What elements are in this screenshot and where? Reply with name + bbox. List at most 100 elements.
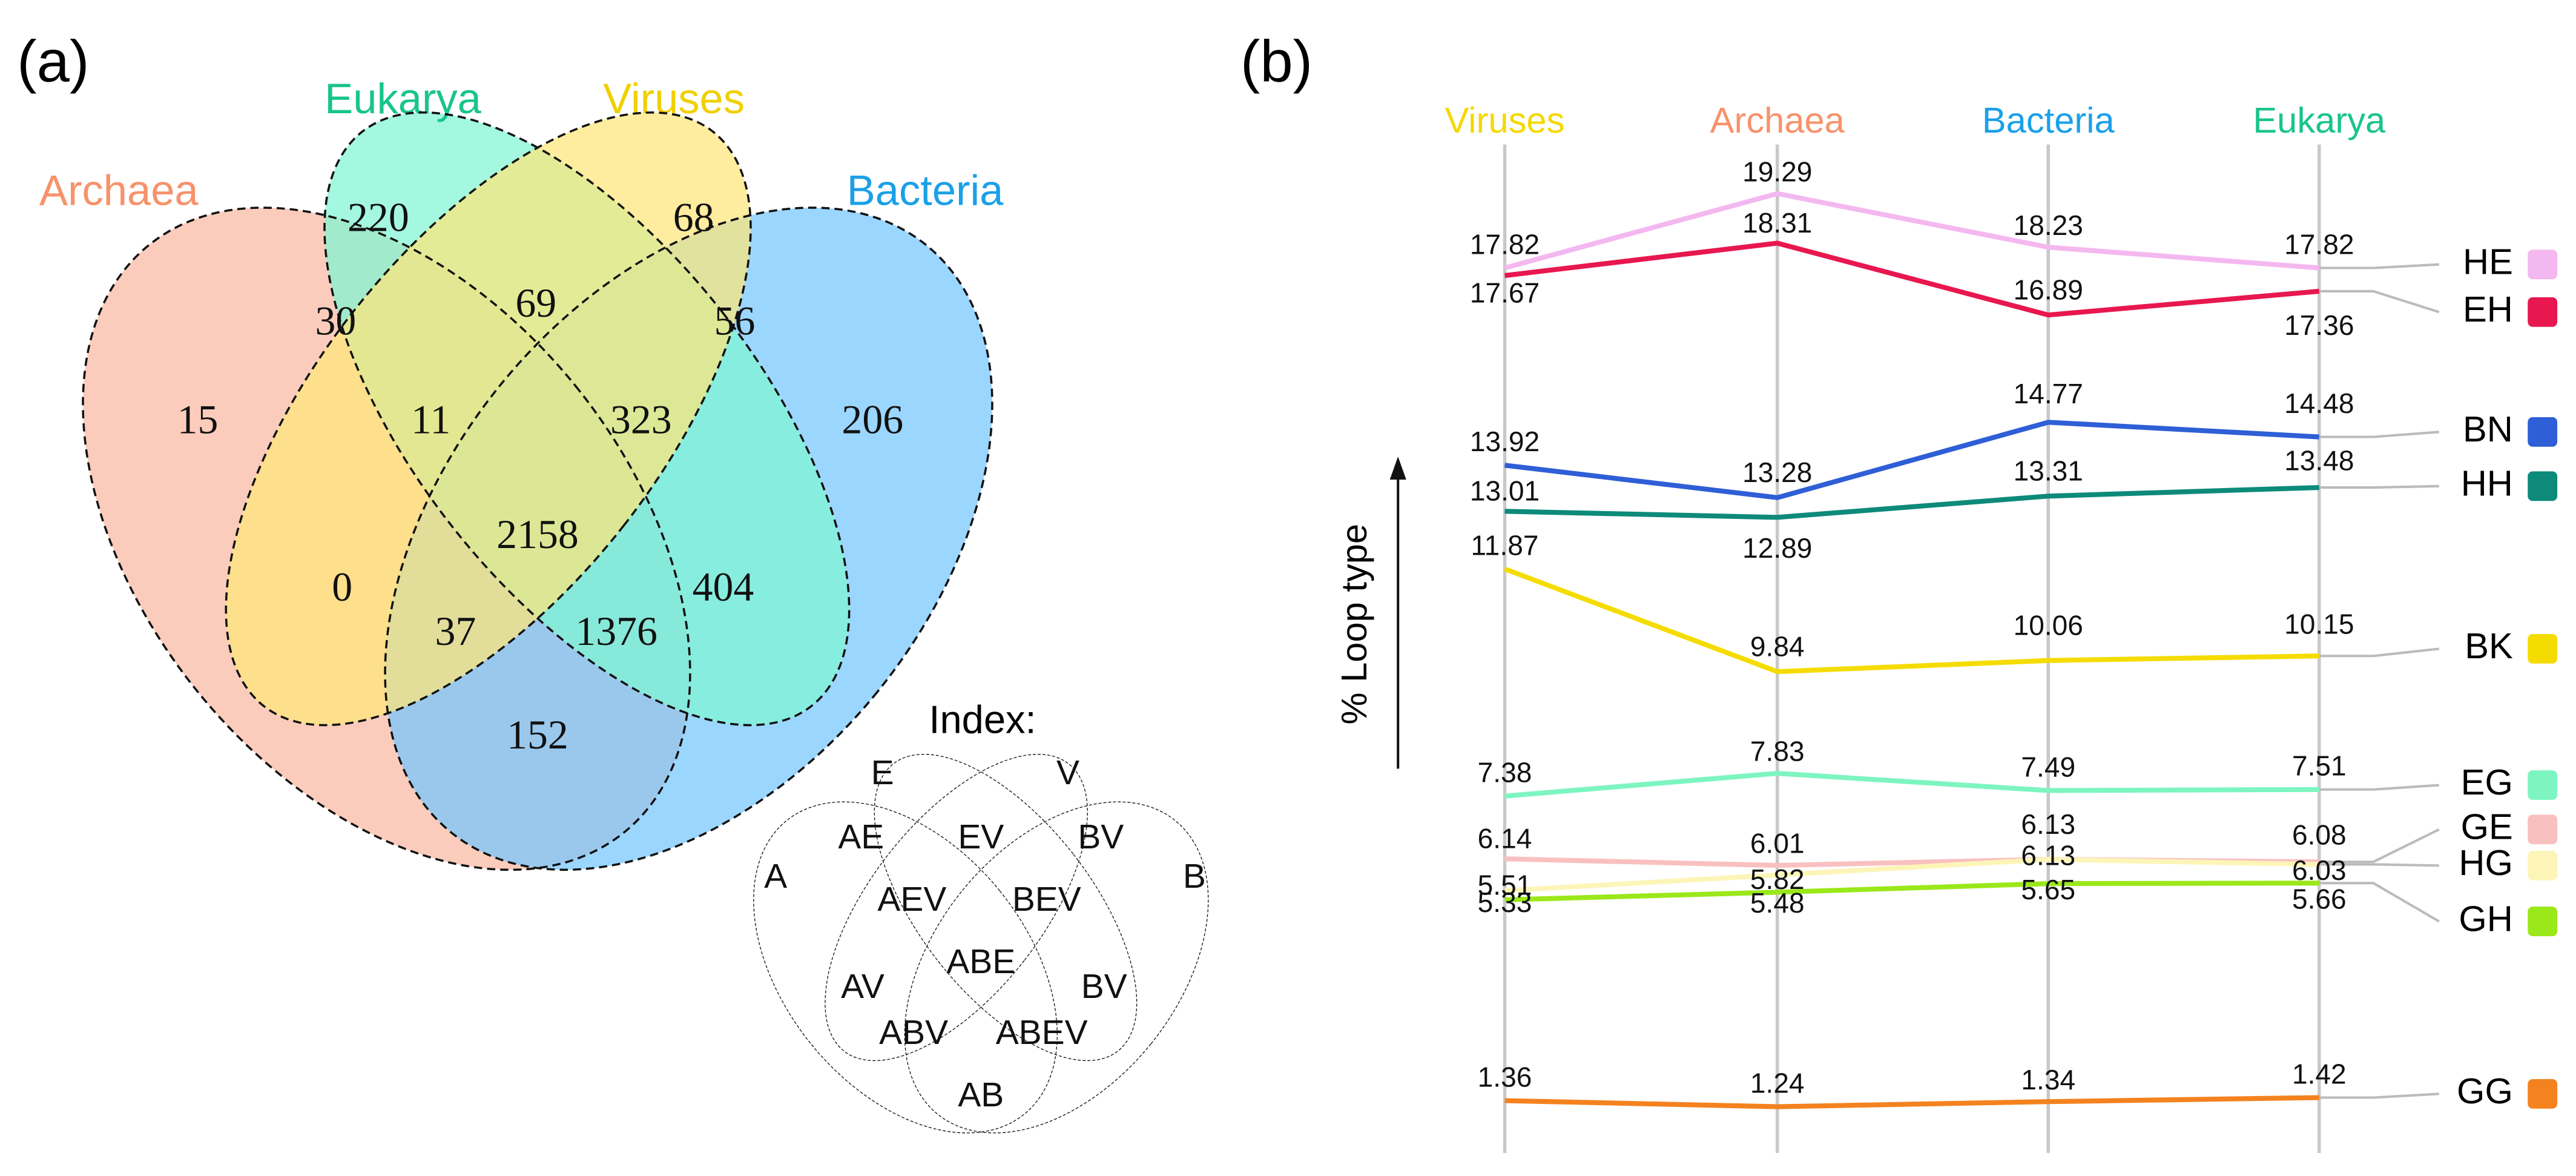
venn-outline: [384, 206, 993, 871]
data-label: 13.31: [2014, 455, 2083, 486]
venn-outline: [225, 111, 752, 727]
category-label: Viruses: [1445, 100, 1565, 140]
data-label: 7.83: [1750, 736, 1805, 767]
data-label: 1.24: [1750, 1067, 1805, 1098]
region-count: 30: [315, 299, 356, 344]
legend-swatch: [2528, 471, 2558, 501]
index-label: AB: [958, 1075, 1004, 1114]
data-label: 7.38: [1478, 757, 1532, 788]
leader-line: [2319, 263, 2439, 269]
legend-label: BK: [2465, 626, 2513, 666]
series-line: [1504, 420, 2320, 500]
legend-label: GE: [2461, 806, 2513, 847]
index-label: E: [871, 753, 894, 792]
legend-swatch: [2528, 1079, 2558, 1109]
data-label: 16.89: [2014, 274, 2083, 305]
index-label: EV: [958, 818, 1004, 856]
legend-label: GH: [2459, 898, 2512, 939]
index-outline: [692, 744, 1119, 1176]
data-label: 1.34: [2021, 1064, 2075, 1095]
leader-line: [2319, 484, 2439, 489]
venn-outline: [82, 206, 691, 871]
index-label: B: [1183, 857, 1206, 896]
legend-swatch: [2528, 297, 2558, 327]
arrow-head: [1389, 457, 1406, 480]
panel-label: (a): [17, 28, 89, 94]
data-label: 17.67: [1470, 277, 1540, 309]
data-label: 13.01: [1470, 475, 1540, 507]
legend-swatch: [2528, 850, 2558, 880]
index-label: BEV: [1012, 880, 1081, 919]
index-title: Index:: [929, 698, 1036, 742]
legend-label: HG: [2459, 842, 2512, 883]
data-label: 19.29: [1742, 156, 1812, 187]
index-outline: [825, 711, 1185, 1105]
series-line: [1504, 191, 2320, 271]
venn-outline: [323, 111, 851, 727]
leader-line: [2319, 289, 2440, 314]
series-line: [1504, 566, 2319, 675]
data-label: 7.51: [2292, 750, 2347, 782]
legend-swatch: [2528, 814, 2558, 845]
series-line: [1504, 484, 2319, 520]
venn-set: [226, 112, 751, 725]
region-count: 206: [842, 397, 903, 442]
index-label: V: [1056, 753, 1079, 792]
legend-label: EH: [2463, 289, 2513, 329]
series-line: [1504, 240, 2320, 318]
data-label: 5.65: [2021, 874, 2075, 905]
legend-label: HE: [2463, 241, 2513, 282]
data-label: 5.48: [1750, 887, 1805, 919]
index-label: BV: [1081, 967, 1127, 1006]
category-label: Archaea: [1710, 100, 1845, 140]
data-label: 18.23: [2014, 210, 2083, 241]
region-count: 68: [673, 195, 714, 240]
set-label: Archaea: [39, 167, 199, 214]
data-label: 12.89: [1742, 532, 1812, 564]
region-count: 404: [693, 564, 754, 610]
category-label: Bacteria: [1982, 100, 2115, 140]
index-label: AV: [841, 967, 884, 1006]
index-label: ABV: [879, 1013, 948, 1052]
region-count: 37: [435, 609, 476, 654]
legend-label: HH: [2461, 463, 2513, 504]
leader-line: [2319, 882, 2440, 923]
series-line: [1504, 770, 2319, 799]
data-label: 14.77: [2014, 378, 2083, 409]
region-count: 1376: [575, 609, 657, 654]
series-line: [1504, 880, 2319, 902]
data-label: 7.49: [2021, 751, 2075, 782]
data-label: 17.82: [1470, 228, 1540, 260]
data-label: 6.01: [1750, 828, 1805, 859]
data-label: 18.31: [1742, 207, 1812, 239]
leader-line: [2319, 863, 2439, 867]
leader-line: [2319, 1092, 2439, 1099]
data-label: 5.51: [1478, 870, 1532, 901]
data-label: 6.13: [2021, 840, 2075, 871]
panel-label: (b): [1240, 28, 1313, 94]
region-count: 11: [411, 397, 450, 442]
data-label: 14.48: [2284, 388, 2354, 419]
region-count: 220: [348, 195, 409, 240]
legend-label: BN: [2463, 409, 2513, 449]
data-label: 13.28: [1742, 457, 1812, 488]
region-count: 2158: [496, 512, 579, 557]
region-count: 56: [714, 299, 756, 344]
data-label: 17.36: [2284, 309, 2354, 341]
set-label: Bacteria: [847, 167, 1004, 214]
data-label: 6.13: [2021, 808, 2075, 840]
series-line: [1504, 1095, 2319, 1109]
leader-line: [2319, 828, 2440, 864]
legend-swatch: [2528, 417, 2558, 447]
index-label: AE: [838, 818, 884, 856]
region-count: 323: [610, 397, 672, 442]
index-label: ABEV: [996, 1013, 1088, 1052]
data-label: 1.36: [1478, 1061, 1532, 1092]
leader-line: [2319, 784, 2439, 791]
index-label: A: [764, 857, 787, 896]
category-label: Eukarya: [2253, 100, 2386, 140]
y-axis-label: % Loop type: [1334, 524, 1374, 725]
leader-line: [2319, 431, 2439, 438]
leader-line: [2319, 647, 2440, 658]
